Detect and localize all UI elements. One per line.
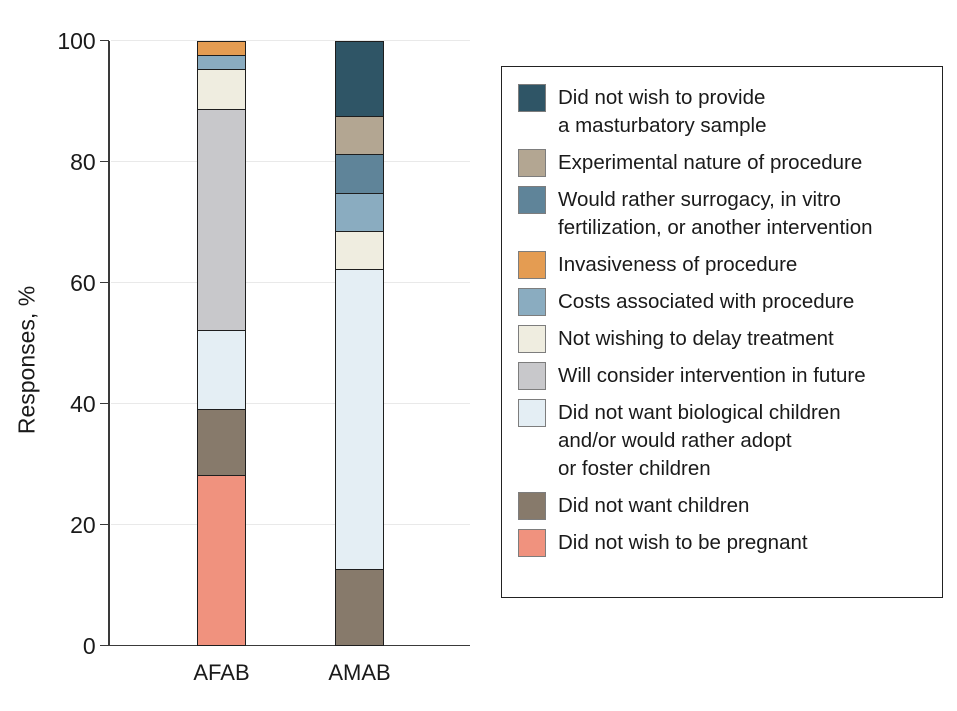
- legend-swatch-icon: [518, 186, 546, 214]
- legend-item: Did not want biological children and/or …: [518, 399, 928, 483]
- gridline-60: [110, 281, 470, 284]
- bar-segment: [198, 409, 245, 475]
- bar-segment: [336, 192, 383, 232]
- bar-segment: [198, 108, 245, 331]
- legend-label: Not wishing to delay treatment: [558, 327, 834, 350]
- y-tick-label-80: 80: [70, 148, 96, 175]
- legend-item: Invasiveness of procedure: [518, 251, 928, 279]
- category-label-afab: AFAB: [193, 660, 250, 685]
- legend-label: Did not want biological children and/or …: [558, 401, 841, 480]
- legend-item: Did not wish to be pregnant: [518, 529, 928, 557]
- legend-label: Will consider intervention in future: [558, 364, 866, 387]
- gridline-20: [110, 523, 470, 526]
- y-tick-100: [99, 39, 110, 42]
- legend-swatch-icon: [518, 325, 546, 353]
- bar-segment: [336, 568, 383, 645]
- bar-segment: [336, 154, 383, 193]
- bar-segment: [198, 474, 245, 645]
- bar-afab: [197, 40, 246, 646]
- y-tick-20: [99, 523, 110, 526]
- legend-swatch-icon: [518, 84, 546, 112]
- legend-label: Did not want children: [558, 494, 750, 517]
- x-axis-line: [99, 644, 470, 647]
- gridline-100: [110, 39, 470, 42]
- legend-item: Will consider intervention in future: [518, 362, 928, 390]
- legend-label: Did not wish to provide a masturbatory s…: [558, 86, 767, 137]
- y-tick-label-100: 100: [57, 27, 96, 54]
- category-label-amab: AMAB: [328, 660, 391, 685]
- y-tick-80: [99, 160, 110, 163]
- bar-segment: [198, 41, 245, 55]
- legend-swatch-icon: [518, 529, 546, 557]
- bar-amab: [335, 40, 384, 646]
- legend-item: Did not wish to provide a masturbatory s…: [518, 84, 928, 140]
- legend-item: Would rather surrogacy, in vitro fertili…: [518, 186, 928, 242]
- y-axis-line: [108, 40, 111, 646]
- legend-item: Costs associated with procedure: [518, 288, 928, 316]
- gridline-80: [110, 160, 470, 163]
- bar-segment: [336, 41, 383, 117]
- legend-swatch-icon: [518, 251, 546, 279]
- legend-swatch-icon: [518, 362, 546, 390]
- legend-swatch-icon: [518, 492, 546, 520]
- legend-swatch-icon: [518, 149, 546, 177]
- legend-item: Did not want children: [518, 492, 928, 520]
- y-tick-label-20: 20: [70, 511, 96, 538]
- y-tick-60: [99, 281, 110, 284]
- gridline-40: [110, 402, 470, 405]
- y-tick-label-60: 60: [70, 269, 96, 296]
- bar-segment: [336, 116, 383, 155]
- legend-label: Invasiveness of procedure: [558, 253, 798, 276]
- legend-swatch-icon: [518, 399, 546, 427]
- y-tick-40: [99, 402, 110, 405]
- legend-swatch-icon: [518, 288, 546, 316]
- bar-segment: [198, 330, 245, 410]
- legend: Did not wish to provide a masturbatory s…: [501, 66, 943, 598]
- legend-item: Not wishing to delay treatment: [518, 325, 928, 353]
- legend-label: Did not wish to be pregnant: [558, 531, 808, 554]
- legend-label: Experimental nature of procedure: [558, 151, 863, 174]
- bar-segment: [336, 231, 383, 270]
- legend-item: Experimental nature of procedure: [518, 149, 928, 177]
- bar-segment: [198, 68, 245, 109]
- legend-label: Costs associated with procedure: [558, 290, 855, 313]
- y-tick-label-0: 0: [82, 632, 96, 659]
- bar-segment: [198, 54, 245, 69]
- legend-label: Would rather surrogacy, in vitro fertili…: [558, 188, 873, 239]
- y-tick-label-40: 40: [70, 390, 96, 417]
- bar-segment: [336, 269, 383, 569]
